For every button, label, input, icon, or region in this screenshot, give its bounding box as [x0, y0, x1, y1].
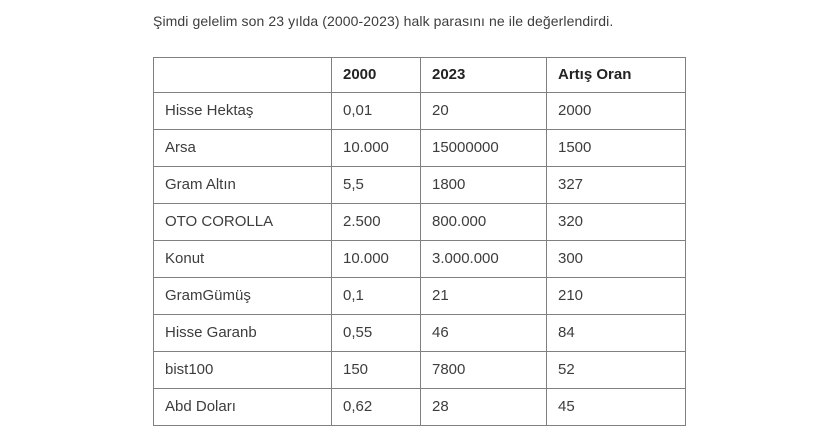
column-header-artis-oran: Artış Oran [546, 57, 686, 93]
table-cell: 7800 [420, 351, 547, 389]
table-row: bist100 150 7800 52 [153, 351, 686, 389]
table-row: GramGümüş 0,1 21 210 [153, 277, 686, 315]
table-row: Hisse Garanb 0,55 46 84 [153, 314, 686, 352]
table-cell: 2.500 [331, 203, 421, 241]
page-title: Şimdi gelelim son 23 yılda (2000-2023) h… [153, 13, 614, 29]
table-cell: 2000 [546, 92, 686, 130]
table-cell: 52 [546, 351, 686, 389]
table-cell: 5,5 [331, 166, 421, 204]
row-label-cell: bist100 [153, 351, 332, 389]
table-cell: 1500 [546, 129, 686, 167]
table-cell: 327 [546, 166, 686, 204]
table-row: Hisse Hektaş 0,01 20 2000 [153, 92, 686, 130]
table-cell: 150 [331, 351, 421, 389]
row-label-cell: Gram Altın [153, 166, 332, 204]
table-cell: 800.000 [420, 203, 547, 241]
row-label-cell: OTO COROLLA [153, 203, 332, 241]
valuation-table: 2000 2023 Artış Oran Hisse Hektaş 0,01 20 2… [153, 57, 686, 426]
table-row: Arsa 10.000 15000000 1500 [153, 129, 686, 167]
row-label-cell: Hisse Hektaş [153, 92, 332, 130]
row-label-cell: Konut [153, 240, 332, 278]
table-cell: 0,1 [331, 277, 421, 315]
table-header-row: 2000 2023 Artış Oran [153, 57, 686, 93]
table-cell: 210 [546, 277, 686, 315]
table-row: Konut 10.000 3.000.000 300 [153, 240, 686, 278]
table-cell: 1800 [420, 166, 547, 204]
row-label-cell: Arsa [153, 129, 332, 167]
row-label-cell: Hisse Garanb [153, 314, 332, 352]
column-header-2023: 2023 [420, 57, 547, 93]
table-cell: 45 [546, 388, 686, 426]
table-cell: 320 [546, 203, 686, 241]
table-cell: 15000000 [420, 129, 547, 167]
table-cell: 0,01 [331, 92, 421, 130]
table-body: Hisse Hektaş 0,01 20 2000 Arsa 10.000 15000000… [153, 92, 686, 426]
table-cell: 84 [546, 314, 686, 352]
table-cell: 28 [420, 388, 547, 426]
table-cell: 3.000.000 [420, 240, 547, 278]
table-cell: 0,62 [331, 388, 421, 426]
table-cell: 46 [420, 314, 547, 352]
table-cell: 20 [420, 92, 547, 130]
table-cell: 0,55 [331, 314, 421, 352]
table-cell: 10.000 [331, 129, 421, 167]
row-label-cell: GramGümüş [153, 277, 332, 315]
table-row: Gram Altın 5,5 1800 327 [153, 166, 686, 204]
table-row: OTO COROLLA 2.500 800.000 320 [153, 203, 686, 241]
table-cell: 10.000 [331, 240, 421, 278]
table-row: Abd Doları 0,62 28 45 [153, 388, 686, 426]
table-cell: 300 [546, 240, 686, 278]
row-label-cell: Abd Doları [153, 388, 332, 426]
column-header-asset [153, 57, 332, 93]
table-cell: 21 [420, 277, 547, 315]
column-header-2000: 2000 [331, 57, 421, 93]
